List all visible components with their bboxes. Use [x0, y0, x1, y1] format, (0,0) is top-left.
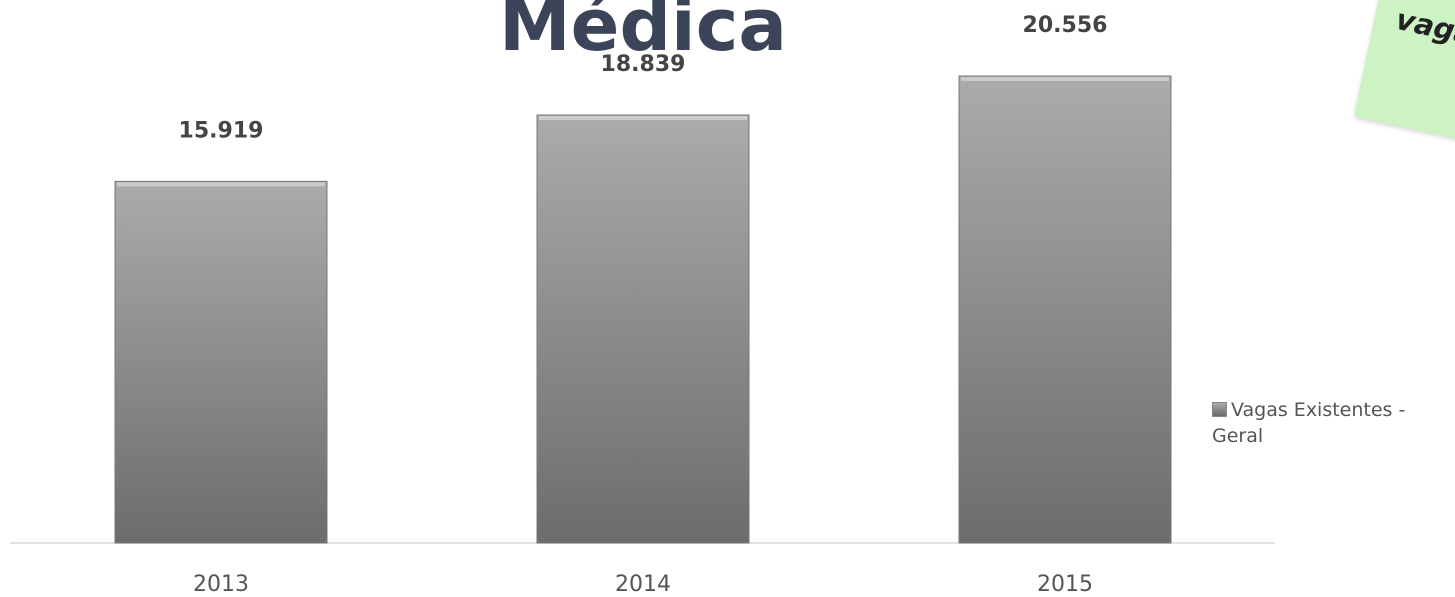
bar: [536, 114, 750, 544]
data-label: 20.556: [1023, 13, 1108, 38]
x-tick-label: 2013: [193, 572, 249, 597]
legend-swatch: [1212, 402, 1227, 417]
bar: [114, 180, 328, 544]
chart: Médica 2013 15.919 2014 18.839 2015 20.556: [10, 0, 1275, 597]
bar-bevel: [961, 77, 1169, 81]
bar-bevel: [539, 116, 747, 121]
bar-bevel: [117, 182, 325, 187]
legend-label: Vagas Existentes - Geral: [1212, 399, 1406, 447]
x-tick-label: 2014: [615, 572, 671, 597]
bar: [958, 75, 1172, 544]
legend: Vagas Existentes - Geral: [1212, 397, 1455, 449]
chart-title: Médica: [499, 0, 787, 67]
data-label: 15.919: [179, 118, 264, 143]
data-label: 18.839: [601, 52, 686, 77]
x-tick-label: 2015: [1037, 572, 1093, 597]
